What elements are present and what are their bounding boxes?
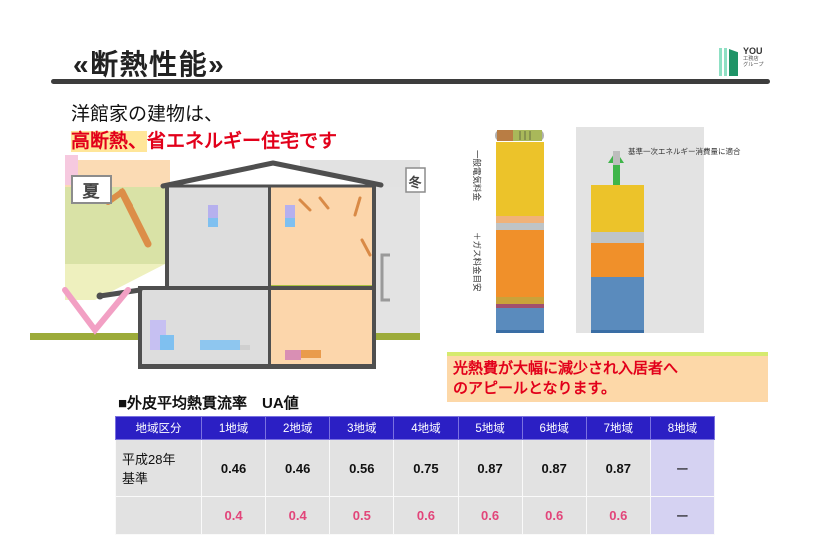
svg-text:一般電気料金: 一般電気料金	[472, 150, 482, 202]
svg-text:夏: 夏	[83, 182, 101, 201]
svg-text:基準一次エネルギー消費量に適合: 基準一次エネルギー消費量に適合	[628, 146, 741, 156]
svg-text:＋ガス料金目安: ＋ガス料金目安	[472, 232, 482, 292]
svg-text:冬: 冬	[408, 175, 421, 190]
